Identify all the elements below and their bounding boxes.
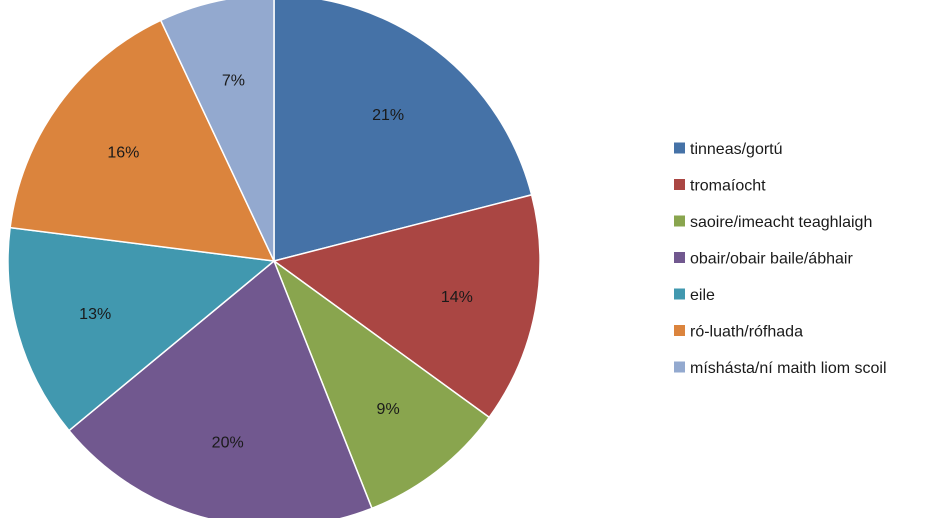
legend-label-3: obair/obair baile/ábhair xyxy=(690,251,853,268)
pie-slice-0 xyxy=(273,0,533,262)
legend-swatch-0 xyxy=(674,142,685,154)
legend-swatch-1 xyxy=(674,179,685,190)
data-label-0: 21% xyxy=(372,107,404,124)
legend-label-5: ró-luath/rófhada xyxy=(690,324,803,341)
pie-slice-2 xyxy=(272,258,491,510)
pie-slice-5 xyxy=(9,19,276,262)
data-label-4: 13% xyxy=(79,306,111,323)
legend-label-0: tinneas/gortú xyxy=(690,141,783,158)
legend-swatch-6 xyxy=(674,361,685,373)
data-labels-layer: 21% 14% 9% 20% 13% 16% 7% xyxy=(79,72,473,451)
legend-label-1: tromaíocht xyxy=(690,178,766,195)
legend: tinneas/gortú tromaíocht saoire/imeacht te… xyxy=(674,141,887,377)
legend-swatch-3 xyxy=(674,252,685,263)
legend-swatch-4 xyxy=(674,288,685,300)
slices-layer xyxy=(7,0,541,523)
data-label-2: 9% xyxy=(377,401,400,418)
legend-swatch-2 xyxy=(674,215,685,227)
legend-label-6: míshásta/ní maith liom scoil xyxy=(690,360,887,377)
data-label-3: 20% xyxy=(212,434,244,451)
data-label-5: 16% xyxy=(107,145,139,162)
pie-slice-6 xyxy=(159,0,275,262)
data-label-1: 14% xyxy=(441,289,473,306)
legend-label-4: eile xyxy=(690,287,715,304)
data-label-6: 7% xyxy=(222,72,245,89)
pie-slice-4 xyxy=(7,226,276,432)
legend-swatch-5 xyxy=(674,325,685,336)
legend-label-2: saoire/imeacht teaghlaigh xyxy=(690,214,872,231)
pie-slice-1 xyxy=(272,193,541,419)
